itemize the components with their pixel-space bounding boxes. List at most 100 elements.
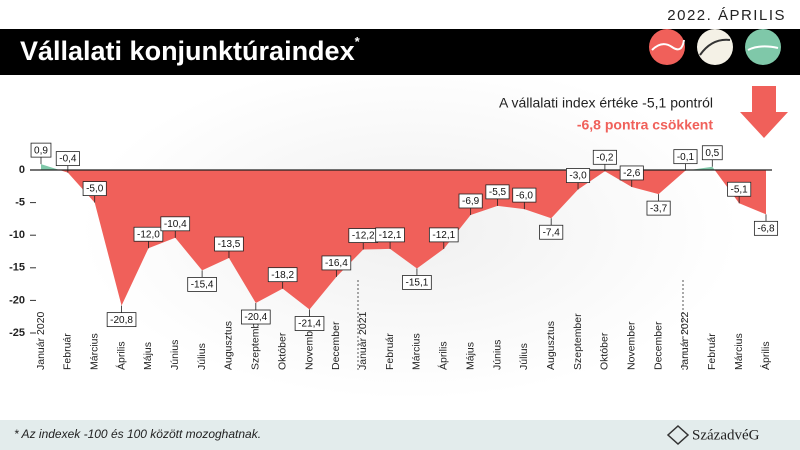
value-label-box [458,193,483,209]
value-label-box [646,200,671,216]
date: 2022. ÁPRILIS [667,7,786,24]
x-tick-label: Február [384,333,396,370]
value-label-box [701,145,723,161]
value-label-box [428,227,459,243]
y-tick-label: -20 [9,294,25,306]
value-label: 0,9 [34,145,48,156]
footnote: * Az indexek -100 és 100 között mozoghat… [14,427,261,441]
x-tick-label: Április [437,341,450,370]
x-tick-label: Július [518,343,530,370]
value-label-box [512,187,537,203]
value-label-box [727,181,752,197]
value-label-box [82,181,107,197]
value-label-box [619,165,644,181]
value-label-box [673,149,698,165]
x-tick-label: Június [491,340,503,370]
x-tick-label: Augusztus [223,321,235,370]
y-tick-label: -25 [9,327,25,339]
value-label-box [592,149,617,165]
x-tick-label: Március [733,333,745,370]
value-label-box [187,277,217,292]
value-label: -12,0 [137,229,160,240]
x-tick-label: Január 2021 [357,311,369,370]
y-tick-label: -15 [9,262,25,274]
x-tick-label: Március [88,333,100,370]
value-label-box [294,316,325,331]
value-label: -20,8 [110,315,133,326]
icons [649,29,781,65]
icon [697,29,733,65]
value-label-box [214,236,244,252]
x-tick-label: Február [62,333,74,370]
value-label-box [55,151,80,167]
value-label: -5,1 [731,184,749,195]
icon-line [651,39,685,51]
x-tick-label: Május [464,342,476,370]
footer [0,420,800,450]
value-label: -0,4 [59,154,77,165]
annotation-highlight: -6,8 pontra csökkent [577,117,713,133]
value-label: -18,2 [271,270,294,281]
value-label: -0,2 [596,152,614,163]
logo: SzázadvéG [692,427,760,443]
value-label: -7,4 [543,227,561,238]
x-tick-label: Április [759,341,772,370]
logo-mark [666,424,690,446]
value-label: -5,5 [489,187,507,198]
title-mark: * [355,34,361,49]
value-label: -6,8 [757,223,775,234]
value-label: -0,1 [677,152,695,163]
x-tick-label: Június [169,340,181,370]
value-label: -2,6 [623,168,641,179]
value-label: -15,4 [191,280,214,291]
value-label-box [485,184,510,200]
x-tick-label: Szeptember [572,313,584,370]
x-tick-label: Február [706,333,718,370]
y-tick-label: 0 [19,164,25,176]
value-label: -5,0 [86,184,104,195]
value-label-box [375,227,405,243]
x-tick-label: December [330,321,342,370]
title-text: Vállalati konjunktúraindex [20,36,355,66]
x-tick-label: Október [599,332,611,370]
y-tick-label: -10 [9,229,25,241]
annotation: A vállalati index értéke -5,1 pontról [499,95,713,111]
x-tick-label: Április [114,341,127,370]
value-label: 0,5 [705,148,719,159]
x-tick-label: Szeptember [250,313,262,370]
value-label: -3,7 [650,203,668,214]
x-tick-label: December [652,321,664,370]
value-label-box [106,312,137,328]
value-label: -10,4 [164,219,187,230]
x-tick-label: November [626,321,638,370]
x-tick-label: Október [276,332,288,370]
value-label: -12,1 [432,230,455,241]
value-label: -12,1 [379,230,402,241]
value-label-box [321,255,352,271]
plot: 0 -5 -10 -15 -20 -25 Január 2020 Február Március… [9,142,779,370]
value-label-box [402,275,432,290]
x-tick-label: Július [196,343,208,370]
value-label-box [753,220,779,236]
x-tick-label: Augusztus [545,321,557,370]
icon-line [747,45,779,51]
icon-line [699,38,731,56]
value-label: -12,2 [352,231,375,242]
value-label: -6,0 [516,190,534,201]
icon [649,29,685,65]
x-tick-label: Május [142,342,154,370]
x-tick-label: Január 2020 [35,311,47,370]
value-label-box [267,267,298,283]
value-label: -6,9 [462,196,480,207]
x-tick-label: Január 2022 [679,311,691,370]
value-label-box [539,224,564,240]
value-label: -20,4 [244,312,267,323]
value-label-box [566,168,591,183]
value-label: -3,0 [569,171,587,182]
value-label-box [133,226,164,242]
chart-title: Vállalati konjunktúraindex* [20,34,361,66]
value-label-box [30,142,52,158]
down-arrow [740,86,788,138]
